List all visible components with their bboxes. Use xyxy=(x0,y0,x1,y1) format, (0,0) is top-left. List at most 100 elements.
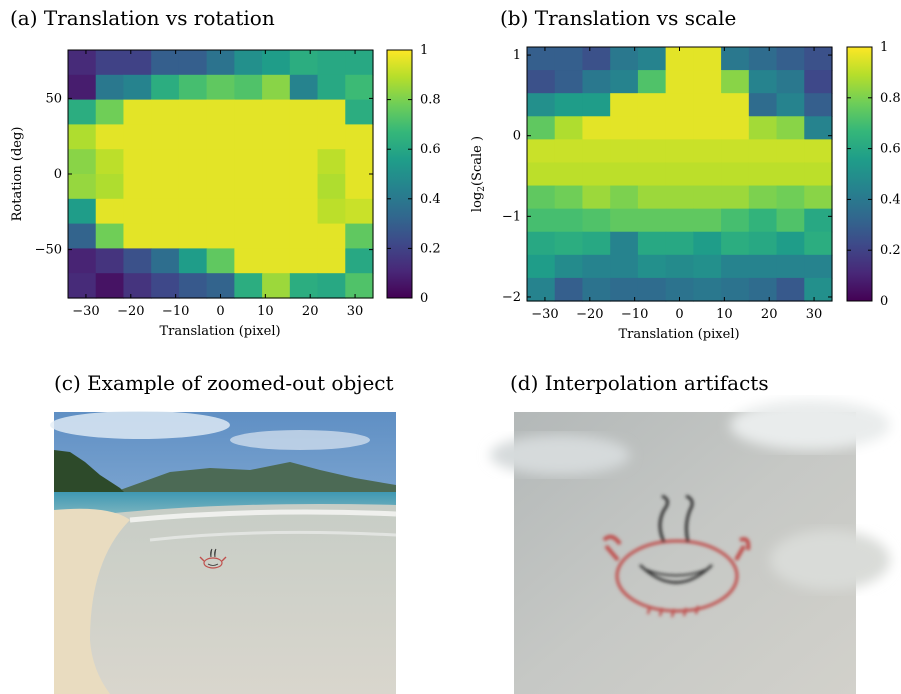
heatmap-cell xyxy=(693,47,722,71)
heatmap-cell xyxy=(317,273,346,299)
heatmap-cell xyxy=(610,93,639,117)
heatmap-cell xyxy=(289,223,319,249)
heatmap-cell xyxy=(637,254,667,279)
heatmap-cell xyxy=(345,74,374,101)
heatmap-cell xyxy=(234,223,263,249)
heatmap-cell xyxy=(68,74,97,101)
heatmap-cell xyxy=(68,223,97,249)
heatmap-cell xyxy=(234,50,263,76)
heatmap-cell xyxy=(527,208,556,233)
heatmap-cell xyxy=(748,93,778,117)
heatmap-cell xyxy=(582,47,611,71)
heatmap-cell xyxy=(289,124,319,150)
heatmap-cell xyxy=(234,248,263,274)
heatmap-cell xyxy=(748,162,778,187)
heatmap-cell xyxy=(317,99,346,125)
heatmap-cell xyxy=(123,124,152,150)
heatmap-cell xyxy=(123,99,152,125)
heatmap-cell xyxy=(95,99,125,125)
x-tick-label: 0 xyxy=(675,307,683,322)
x-tick-label: −30 xyxy=(531,307,558,322)
heatmap-cell xyxy=(123,223,152,249)
heatmap-cell xyxy=(206,99,235,125)
heatmap-cell xyxy=(95,50,125,76)
heatmap-cell xyxy=(804,162,833,187)
heatmap-cell xyxy=(262,50,291,76)
heatmap-cell xyxy=(804,93,833,117)
heatmap-cell xyxy=(721,208,750,233)
beach-photo xyxy=(50,411,397,694)
heatmap-cell xyxy=(776,70,805,94)
x-tick-label: 20 xyxy=(302,304,319,319)
y-tick-label: −1 xyxy=(502,209,521,224)
heatmap-cell xyxy=(637,116,667,140)
heatmap-cell xyxy=(289,198,319,225)
heatmap-cell xyxy=(289,99,319,125)
heatmap-cell xyxy=(289,174,319,200)
heatmap-cell xyxy=(804,70,833,94)
heatmap-cell xyxy=(582,139,611,164)
heatmap-cell xyxy=(68,198,97,225)
heatmap-cell xyxy=(345,99,374,125)
heatmap-cell xyxy=(206,174,235,200)
colorbar-tick-label: 1 xyxy=(880,40,888,55)
heatmap-cell xyxy=(693,93,722,117)
heatmap-cell xyxy=(610,185,639,210)
heatmap-cell xyxy=(721,47,750,71)
heatmap-cell xyxy=(345,50,374,76)
heatmap-cell xyxy=(206,248,235,274)
heatmap-cell xyxy=(178,124,208,150)
heatmap-cell xyxy=(317,198,346,225)
heatmap-cell xyxy=(151,223,180,249)
heatmap-cell xyxy=(234,198,263,225)
x-tick-label: 10 xyxy=(257,304,274,319)
heatmap-cell xyxy=(317,149,346,175)
heatmap-cell xyxy=(234,149,263,175)
heatmap-cell xyxy=(748,208,778,233)
heatmap-cell xyxy=(693,185,722,210)
heatmap-cell xyxy=(95,74,125,101)
heatmap-a xyxy=(68,50,374,299)
colorbar-tick-label: 0.4 xyxy=(420,192,441,207)
heatmap-cell xyxy=(804,254,833,279)
heatmap-cell xyxy=(748,116,778,140)
heatmap-cell xyxy=(637,277,667,302)
heatmap-cell xyxy=(554,139,584,164)
heatmap-cell xyxy=(693,208,722,233)
heatmap-cell xyxy=(665,47,694,71)
heatmap-cell xyxy=(582,162,611,187)
heatmap-cell xyxy=(721,277,750,302)
y-tick-label: −2 xyxy=(502,290,521,305)
heatmap-cell xyxy=(582,254,611,279)
heatmap-cell xyxy=(234,273,263,299)
heatmap-cell xyxy=(68,174,97,200)
heatmap-cell xyxy=(345,124,374,150)
heatmap-cell xyxy=(721,93,750,117)
heatmap-cell xyxy=(665,116,694,140)
heatmap-cell xyxy=(178,99,208,125)
heatmap-cell xyxy=(610,70,639,94)
heatmap-cell xyxy=(637,208,667,233)
heatmap-cell xyxy=(151,99,180,125)
heatmap-cell xyxy=(804,139,833,164)
colorbar-tick-label: 0 xyxy=(420,291,428,306)
heatmap-cell xyxy=(721,162,750,187)
heatmap-cell xyxy=(345,149,374,175)
heatmap-cell xyxy=(748,231,778,256)
heatmap-cell xyxy=(289,149,319,175)
heatmap-cell xyxy=(748,139,778,164)
heatmap-cell xyxy=(178,248,208,274)
heatmap-cell xyxy=(665,185,694,210)
heatmap-cell xyxy=(665,139,694,164)
heatmap-cell xyxy=(234,74,263,101)
colorbar-tick-label: 0.2 xyxy=(420,241,441,256)
y-tick-label: −50 xyxy=(35,243,62,258)
heatmap-cell xyxy=(582,277,611,302)
x-tick-label: 0 xyxy=(216,304,224,319)
heatmap-cell xyxy=(804,231,833,256)
heatmap-cell xyxy=(721,116,750,140)
heatmap-cell xyxy=(804,185,833,210)
heatmap-cell xyxy=(582,208,611,233)
heatmap-cell xyxy=(665,231,694,256)
heatmap-cell xyxy=(527,185,556,210)
